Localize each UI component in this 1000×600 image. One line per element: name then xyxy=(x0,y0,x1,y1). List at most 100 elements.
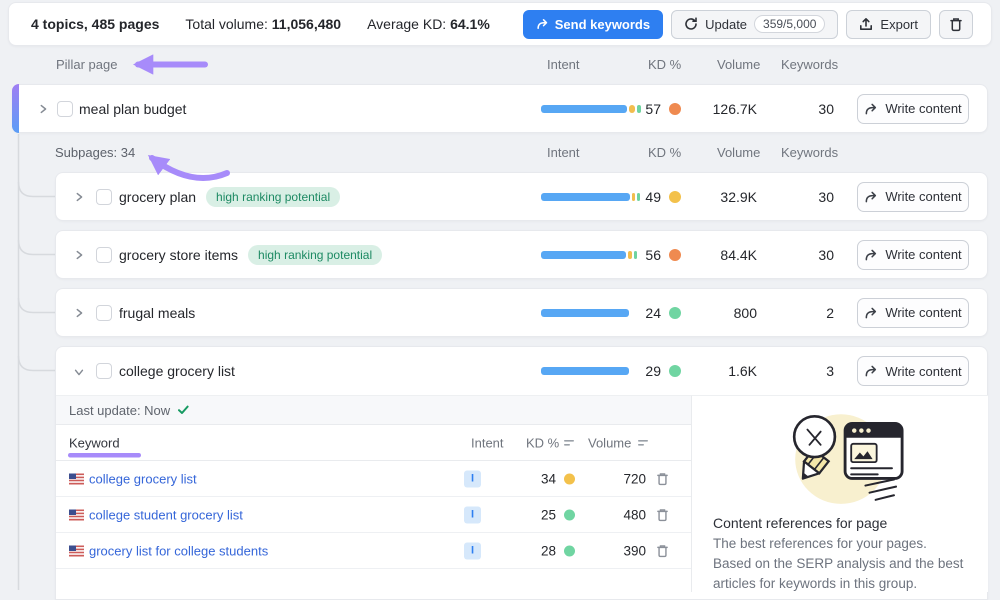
row-checkbox[interactable] xyxy=(96,304,112,321)
subpage-title: grocery store items high ranking potenti… xyxy=(119,244,383,265)
keywords-count: 30 xyxy=(818,100,834,117)
kd-value: 56 xyxy=(645,246,661,263)
kd-dot xyxy=(669,306,681,319)
sort-icon[interactable] xyxy=(564,438,575,447)
update-button[interactable]: Update 359/5,000 xyxy=(671,9,839,39)
kd-dot xyxy=(669,190,681,203)
kd-value: 49 xyxy=(645,188,661,205)
row-checkbox[interactable] xyxy=(57,100,73,117)
update-quota-badge: 359/5,000 xyxy=(754,15,826,33)
keyword-link[interactable]: grocery list for college students xyxy=(89,543,269,558)
write-content-button[interactable]: Write content xyxy=(857,93,969,124)
ranking-potential-badge: high ranking potential xyxy=(206,186,341,207)
keyword-column-header: Keyword xyxy=(69,435,120,450)
write-content-arrow-icon xyxy=(865,365,877,377)
expand-chevron-icon[interactable] xyxy=(73,249,85,261)
subpages-section-label: Subpages: 34 xyxy=(55,145,136,160)
subpage-row-grocery-plan[interactable]: grocery plan high ranking potential 49 3… xyxy=(55,172,988,221)
column-kd-2: KD % xyxy=(648,145,682,160)
collapse-chevron-icon[interactable] xyxy=(73,366,85,378)
total-volume: Total volume: 11,056,480 xyxy=(185,16,342,32)
volume-column-header[interactable]: Volume xyxy=(588,435,632,450)
write-content-button[interactable]: Write content xyxy=(857,297,969,328)
volume-value: 480 xyxy=(623,507,646,522)
keywords-count: 2 xyxy=(826,304,834,321)
write-content-arrow-icon xyxy=(865,307,877,318)
expand-chevron-icon[interactable] xyxy=(37,103,49,115)
kd-value: 24 xyxy=(645,304,661,321)
toolbar-actions: Send keywords Update 359/5,000 Export xyxy=(522,9,973,39)
topics-pages-count: 4 topics, 485 pages xyxy=(31,16,160,32)
volume-value: 84.4K xyxy=(720,246,757,263)
kd-dot xyxy=(669,102,681,115)
content-references-panel: Content references for page The best ref… xyxy=(691,395,988,592)
keyword-link[interactable]: college student grocery list xyxy=(89,507,243,522)
pillar-section-label: Pillar page xyxy=(56,57,118,72)
volume-value: 800 xyxy=(733,304,757,321)
expand-chevron-icon[interactable] xyxy=(73,307,85,319)
export-button[interactable]: Export xyxy=(846,9,931,39)
remove-keyword-icon[interactable] xyxy=(656,507,669,522)
refresh-icon xyxy=(685,17,697,30)
write-content-button[interactable]: Write content xyxy=(857,239,969,270)
kd-value: 28 xyxy=(540,543,556,558)
delete-button[interactable] xyxy=(939,9,973,39)
kd-value: 34 xyxy=(540,471,556,486)
subpage-card-college-grocery-list: college grocery list 29 1.6K 3 Write con… xyxy=(55,346,988,600)
us-flag-icon xyxy=(69,509,84,520)
column-intent: Intent xyxy=(547,57,580,72)
subpage-title: frugal meals xyxy=(119,304,196,321)
send-keywords-button[interactable]: Send keywords xyxy=(522,9,664,39)
volume-value: 1.6K xyxy=(728,363,757,379)
export-icon xyxy=(860,18,873,30)
column-keywords: Keywords xyxy=(781,57,839,72)
volume-value: 390 xyxy=(623,543,646,558)
row-checkbox[interactable] xyxy=(96,363,112,379)
kd-dot xyxy=(564,545,575,556)
subpage-row-frugal-meals[interactable]: frugal meals 24 800 2 Write content xyxy=(55,288,988,337)
references-title: Content references for page xyxy=(713,515,888,531)
average-kd: Average KD: 64.1% xyxy=(367,16,490,32)
us-flag-icon xyxy=(69,473,84,484)
remove-keyword-icon[interactable] xyxy=(656,543,669,558)
references-text-line: articles for keywords in this group. xyxy=(713,576,918,591)
intent-bar xyxy=(541,250,641,259)
send-arrow-icon xyxy=(537,19,547,30)
intent-bar xyxy=(541,367,641,375)
last-update-bar: Last update: Now xyxy=(56,395,691,425)
references-text-line: Based on the SERP analysis and the best xyxy=(713,556,964,571)
intent-badge: I xyxy=(464,542,481,559)
kd-dot xyxy=(669,365,681,377)
ranking-potential-badge: high ranking potential xyxy=(248,244,383,265)
remove-keyword-icon[interactable] xyxy=(656,471,669,486)
kd-value: 25 xyxy=(540,507,556,522)
row-checkbox[interactable] xyxy=(96,188,112,205)
summary-toolbar: 4 topics, 485 pages Total volume: 11,056… xyxy=(8,2,992,46)
sort-icon[interactable] xyxy=(638,438,649,447)
write-content-arrow-icon xyxy=(865,249,877,260)
kd-dot xyxy=(564,473,575,484)
volume-value: 126.7K xyxy=(712,100,757,117)
kd-column-header[interactable]: KD % xyxy=(526,435,560,450)
keywords-count: 30 xyxy=(818,246,834,263)
write-content-button[interactable]: Write content xyxy=(857,356,969,386)
keywords-count: 3 xyxy=(826,363,834,379)
row-checkbox[interactable] xyxy=(96,246,112,263)
subpage-row-grocery-store-items[interactable]: grocery store items high ranking potenti… xyxy=(55,230,988,279)
keyword-link[interactable]: college grocery list xyxy=(89,471,197,486)
summary-stats: 4 topics, 485 pages Total volume: 11,056… xyxy=(31,16,490,32)
keyword-row[interactable]: college grocery list I 34 720 xyxy=(56,461,691,497)
volume-value: 720 xyxy=(623,471,646,486)
check-icon xyxy=(178,405,189,414)
us-flag-icon xyxy=(69,545,84,556)
column-intent-2: Intent xyxy=(547,145,580,160)
keywords-count: 30 xyxy=(818,188,834,205)
column-volume: Volume xyxy=(717,57,761,72)
keyword-table-header: Keyword Intent KD % Volume xyxy=(56,425,691,461)
write-content-button[interactable]: Write content xyxy=(857,181,969,212)
pillar-page-row[interactable]: meal plan budget 57 126.7K 30 Write cont… xyxy=(12,84,988,133)
expand-chevron-icon[interactable] xyxy=(73,191,85,203)
keyword-row[interactable]: grocery list for college students I 28 3… xyxy=(56,533,691,569)
keyword-row[interactable]: college student grocery list I 25 480 xyxy=(56,497,691,533)
